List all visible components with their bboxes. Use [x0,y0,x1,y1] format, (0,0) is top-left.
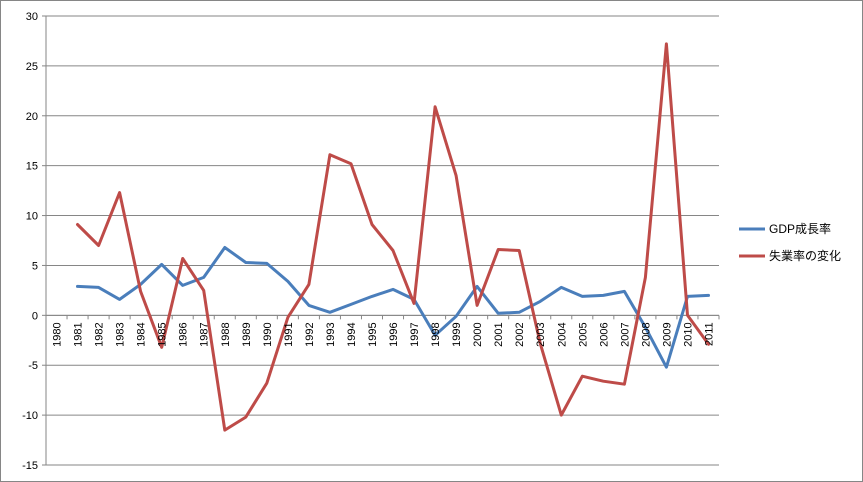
x-tick-labels: 1980 1981 1982 1983 1984 1985 1986 1987 1988 1989… [52,322,716,346]
series-lines [76,42,710,432]
x-tick-label: 2003 [535,322,547,346]
x-tick-label: 1985 [157,322,169,346]
x-tick-label: 1984 [136,322,148,346]
y-tick-label: 15 [26,161,38,173]
x-tick-label: 2001 [493,322,505,346]
x-tick-label: 2009 [661,322,673,346]
x-tick-label: 2004 [556,322,568,346]
legend-label: GDP成長率 [769,221,831,236]
y-tick-label: -10 [22,410,38,422]
y-tick-label: 0 [32,310,38,322]
x-tick-label: 1991 [283,322,295,346]
x-tick-label: 1999 [451,322,463,346]
x-tick-label: 2007 [619,322,631,346]
x-tick-label: 2011 [703,322,715,346]
x-tick-label: 1989 [241,322,253,346]
x-tick-label: 2010 [682,322,694,346]
x-tick-label: 1994 [346,322,358,346]
x-tick-label: 1981 [73,322,85,346]
x-tick-label: 1982 [94,322,106,346]
y-tick-label: -5 [28,360,38,372]
legend-label: 失業率の変化 [769,248,841,263]
x-tick-label: 2002 [514,322,526,346]
x-tick-label: 2006 [598,322,610,346]
y-tick-label: 25 [26,61,38,73]
series-line-1 [76,42,710,432]
x-tick-label: 1997 [409,322,421,346]
series-line-0 [76,246,710,369]
x-tick-label: 1980 [52,322,64,346]
axes: -15 -10 -5 0 5 10 15 20 25 30 [22,11,720,472]
y-tick-label: -15 [22,460,38,472]
x-tick-label: 1992 [304,322,316,346]
y-tick-label: 20 [26,111,38,123]
x-tick-label: 1983 [115,322,127,346]
x-tick-label: 1996 [388,322,400,346]
x-tick-label: 1987 [199,322,211,346]
x-tick-label: 1998 [430,322,442,346]
gridlines [46,15,719,466]
x-tick-label: 1986 [178,322,190,346]
y-tick-label: 30 [26,11,38,23]
y-tick-label: 5 [32,260,38,272]
x-tick-label: 1990 [262,322,274,346]
x-tick-label: 1995 [367,322,379,346]
x-tick-label: 2000 [472,322,484,346]
y-tick-label: 10 [26,211,38,223]
x-tick-label: 1993 [325,322,337,346]
x-tick-label: 2008 [640,322,652,346]
x-tick-label: 1988 [220,322,232,346]
x-tick-label: 2005 [577,322,589,346]
